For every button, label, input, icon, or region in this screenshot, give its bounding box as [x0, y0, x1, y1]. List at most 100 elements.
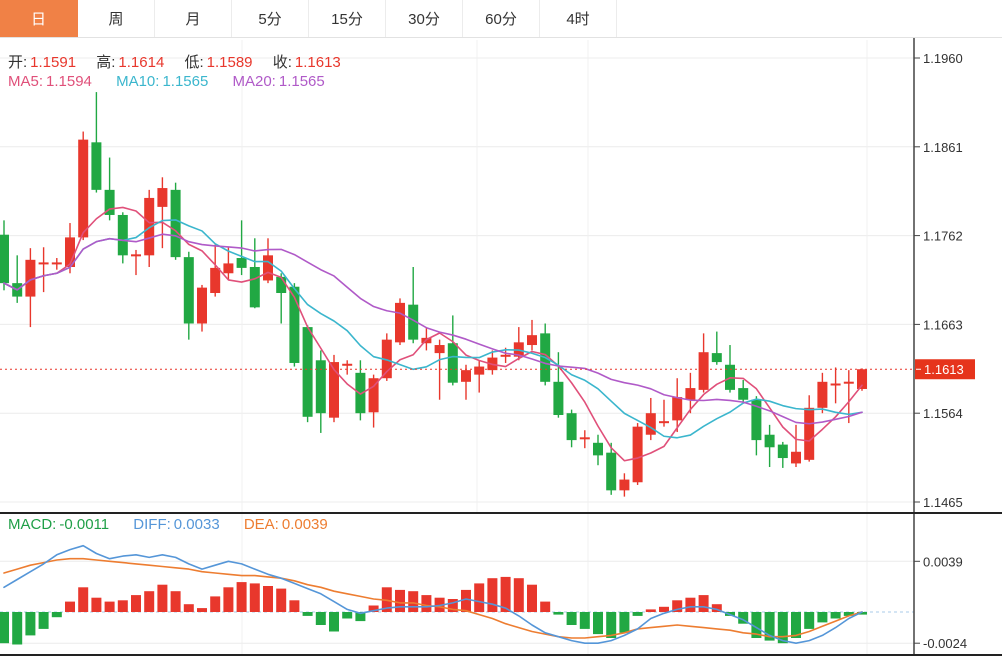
- candle-body: [751, 399, 762, 441]
- tab-month[interactable]: 月: [155, 0, 232, 37]
- candle-body: [315, 360, 326, 414]
- macd-hist-bar: [0, 612, 9, 644]
- macd-hist-bar: [487, 578, 498, 612]
- candle-body: [170, 189, 181, 258]
- macd-hist-bar: [711, 604, 722, 612]
- macd-hist-bar: [263, 586, 273, 612]
- candle-body: [527, 335, 537, 346]
- diff-readout: DIFF: 0.0033: [133, 516, 219, 533]
- dea-label: DEA:: [243, 516, 279, 533]
- candle-body: [553, 381, 564, 415]
- low-readout: 低: 1.1589: [184, 54, 252, 71]
- open-value: 1.1591: [30, 54, 77, 71]
- candle-body: [777, 444, 788, 459]
- dea-readout: DEA: 0.0039: [244, 516, 328, 533]
- tab-week[interactable]: 周: [78, 0, 155, 37]
- candle-body: [276, 276, 287, 294]
- close-readout: 收: 1.1613: [273, 54, 341, 71]
- candle-body: [249, 266, 260, 308]
- macd-hist-bar: [474, 583, 485, 612]
- ohlc-readout: 开: 1.1591 高: 1.1614 低: 1.1589 收: 1.1613: [8, 51, 357, 72]
- tab-4hour[interactable]: 4时: [540, 0, 617, 37]
- macd-hist-bar: [236, 582, 247, 612]
- candle-body: [593, 442, 603, 456]
- low-label: 低:: [184, 54, 204, 71]
- macd-hist-bar: [342, 612, 353, 619]
- ma20-line: [3, 233, 863, 425]
- macd-hist-bar: [698, 595, 709, 612]
- macd-hist-bar: [51, 612, 62, 618]
- candle-doji: [38, 262, 49, 265]
- candle-body: [474, 366, 485, 375]
- macd-hist-bar: [804, 612, 815, 629]
- macd-hist-bar: [857, 612, 867, 615]
- macd-hist-bar: [791, 612, 801, 638]
- tab-30min[interactable]: 30分: [386, 0, 463, 37]
- candle-body: [78, 139, 89, 238]
- ma5-readout: MA5: 1.1594: [8, 73, 92, 90]
- tab-day[interactable]: 日: [0, 0, 78, 37]
- candle-body: [197, 287, 207, 324]
- macd-hist-bar: [500, 576, 511, 612]
- macd-hist-bar: [25, 612, 36, 636]
- candle-doji: [500, 354, 511, 357]
- macd-hist-bar: [183, 604, 194, 612]
- ma10-value: 1.1565: [162, 73, 209, 90]
- macd-hist-bar: [78, 587, 89, 612]
- tab-15min[interactable]: 15分: [309, 0, 386, 37]
- macd-hist-bar: [65, 601, 75, 612]
- candle-doji: [51, 262, 62, 265]
- price-tick-label: 1.1960: [923, 51, 963, 66]
- candle-body: [183, 257, 194, 324]
- macd-hist-bar: [447, 599, 458, 612]
- macd-hist-bar: [329, 612, 339, 632]
- open-readout: 开: 1.1591: [8, 54, 76, 71]
- high-readout: 高: 1.1614: [96, 54, 164, 71]
- macd-hist-bar: [764, 612, 775, 641]
- tab-60min[interactable]: 60分: [463, 0, 540, 37]
- macd-hist-bar: [144, 591, 155, 612]
- ma20-value: 1.1565: [278, 73, 325, 90]
- candle-body: [434, 345, 445, 354]
- candle-body: [395, 302, 405, 343]
- macd-hist-bar: [408, 591, 419, 612]
- candle-body: [91, 142, 102, 190]
- macd-hist-bar: [672, 600, 683, 612]
- macd-hist-bar: [421, 595, 432, 612]
- macd-hist-bar: [302, 612, 313, 616]
- candle-body: [632, 426, 643, 483]
- candle-body: [157, 188, 168, 207]
- candle-body: [619, 479, 630, 491]
- macd-hist-bar: [289, 600, 300, 612]
- diff-line: [3, 544, 863, 645]
- last-price-badge: [915, 359, 975, 380]
- macd-hist-bar: [830, 612, 841, 619]
- ma10-readout: MA10: 1.1565: [116, 73, 208, 90]
- macd-hist-bar: [461, 589, 471, 612]
- candle-doji: [843, 381, 854, 384]
- candle-body: [223, 263, 234, 274]
- macd-hist-bar: [276, 588, 287, 612]
- macd-hist-bar: [157, 584, 168, 612]
- macd-hist-bar: [777, 612, 788, 644]
- close-value: 1.1613: [294, 54, 341, 71]
- macd-hist-bar: [632, 612, 643, 616]
- tab-5min[interactable]: 5分: [232, 0, 309, 37]
- macd-hist-bar: [527, 584, 537, 612]
- close-label: 收:: [272, 54, 292, 71]
- candle-body: [368, 378, 379, 413]
- candle-body: [408, 304, 419, 340]
- macd-hist-bar: [12, 612, 23, 645]
- price-tick-label: 1.1762: [923, 229, 963, 244]
- macd-tick-label: -0.0024: [923, 636, 967, 651]
- macd-hist-bar: [751, 612, 762, 638]
- macd-hist-bar: [685, 597, 696, 612]
- macd-hist-bar: [117, 600, 128, 612]
- macd-hist-bar: [104, 601, 115, 612]
- candle-doji: [659, 421, 669, 424]
- candle-body: [236, 258, 247, 268]
- candle-body: [263, 255, 273, 281]
- ma20-readout: MA20: 1.1565: [233, 73, 325, 90]
